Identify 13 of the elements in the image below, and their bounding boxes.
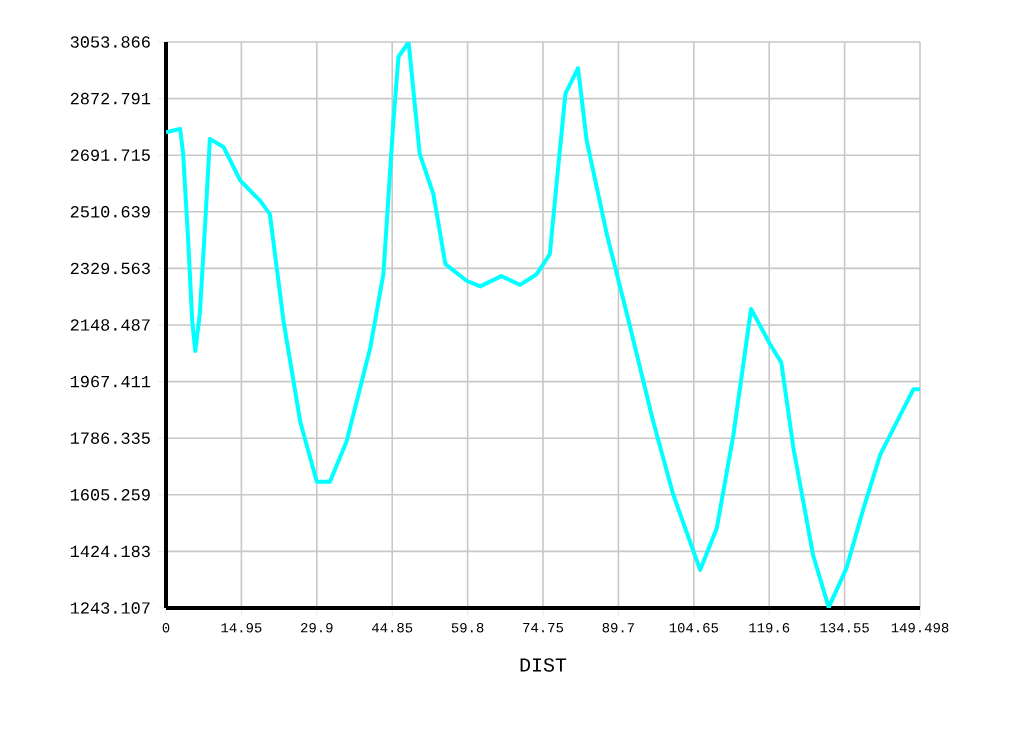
y-tick-label: 1605.259	[70, 489, 150, 501]
y-tick-label: 2872.791	[70, 92, 151, 105]
y-tick-label: 1424.183	[70, 545, 150, 558]
y-tick-label: 2691.715	[70, 149, 150, 161]
y-tick-label: 2148.487	[70, 319, 150, 331]
x-axis-title: DIST	[520, 658, 567, 672]
y-tick-label: 1786.335	[70, 432, 150, 444]
line-series	[166, 42, 921, 608]
y-tick-label: 2329.563	[70, 262, 150, 275]
y-tick-label: 1243.107	[70, 602, 150, 614]
y-tick-label: 1967.411	[70, 375, 151, 388]
y-tick-label: 3053.866	[70, 36, 150, 48]
y-tick-label: 2510.639	[70, 206, 150, 218]
